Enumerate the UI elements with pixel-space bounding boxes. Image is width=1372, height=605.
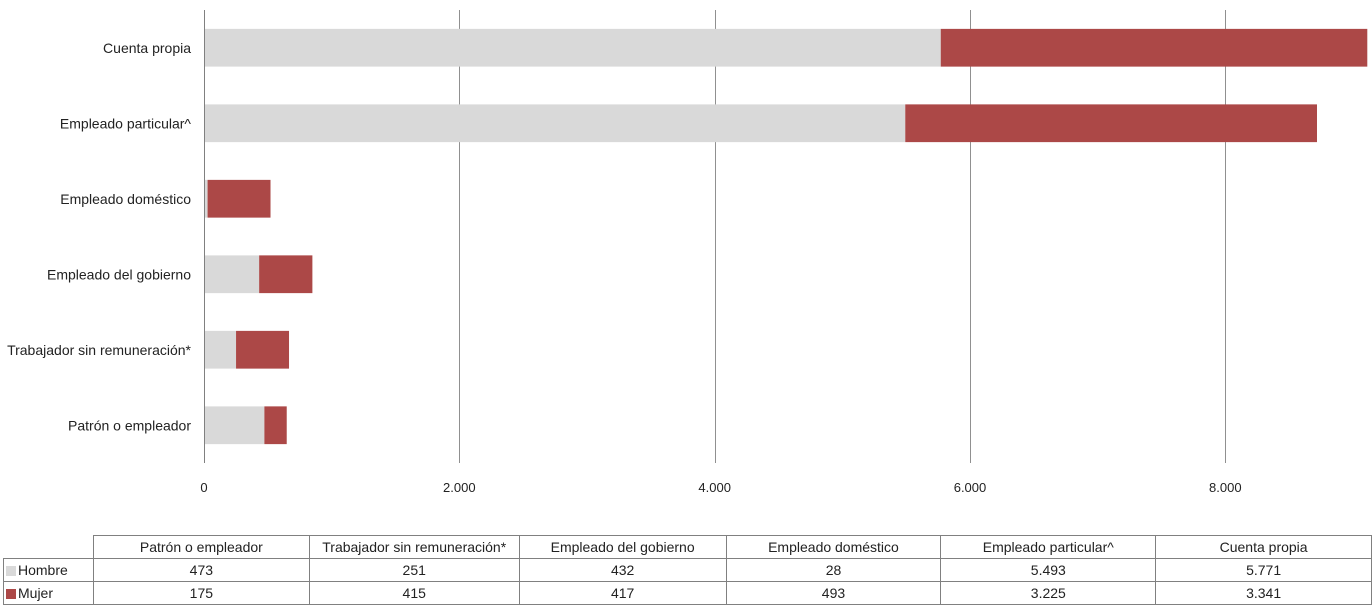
- data-table-row-mujer: Mujer 175 415 417 493 3.225 3.341: [3, 581, 1372, 605]
- data-table-cell: 28: [725, 558, 942, 582]
- bar-hombre: [204, 406, 265, 445]
- data-table-header: Trabajador sin remuneración*: [308, 535, 520, 559]
- y-category-label: Empleado particular^: [60, 115, 192, 131]
- y-category-label: Empleado doméstico: [60, 191, 191, 207]
- value-axis-labels: 0 2.000 4.000 6.000 8.000: [200, 480, 1241, 495]
- y-category-label: Empleado del gobierno: [47, 266, 191, 282]
- x-tick-label: 8.000: [1209, 480, 1242, 495]
- legend-label-hombre: Hombre: [18, 562, 68, 578]
- data-table-header: Patrón o empleador: [92, 535, 310, 559]
- bar-hombre: [204, 179, 208, 218]
- bar-mujer: [207, 179, 271, 218]
- data-table-cell: 493: [725, 581, 942, 605]
- bar-mujer: [264, 406, 287, 445]
- data-table-cell: 251: [308, 558, 520, 582]
- bar-hombre: [204, 104, 906, 143]
- bars: [204, 28, 1368, 445]
- data-table-cell: 432: [518, 558, 727, 582]
- legend-swatch-mujer: [6, 589, 16, 599]
- data-table-cell: 3.341: [1155, 581, 1372, 605]
- data-table-cell: 3.225: [940, 581, 1157, 605]
- data-table-header: Empleado doméstico: [725, 535, 942, 559]
- legend-entry-mujer: Mujer: [3, 581, 94, 605]
- x-tick-label: 6.000: [954, 480, 987, 495]
- data-table-cell: 5.771: [1155, 558, 1372, 582]
- data-table-cell: 417: [518, 581, 727, 605]
- data-table-header-row: Patrón o empleador Trabajador sin remune…: [4, 535, 1372, 559]
- bar-mujer: [905, 104, 1317, 143]
- bar-mujer: [259, 255, 313, 294]
- legend-label-mujer: Mujer: [18, 585, 54, 601]
- legend-swatch-hombre: [6, 566, 16, 576]
- data-table-cell: 175: [92, 581, 310, 605]
- y-category-label: Patrón o empleador: [68, 417, 191, 433]
- data-table-row-hombre: Hombre 473 251 432 28 5.493 5.771: [3, 558, 1372, 582]
- category-axis-labels: Patrón o empleador Trabajador sin remuner…: [7, 40, 191, 434]
- data-table: Patrón o empleador Trabajador sin remune…: [3, 535, 1372, 605]
- y-category-label: Trabajador sin remuneración*: [7, 342, 191, 358]
- gridlines: [459, 10, 1226, 463]
- data-table-header: Empleado del gobierno: [518, 535, 727, 559]
- data-table-corner: [4, 536, 94, 559]
- bar-hombre: [204, 28, 941, 67]
- data-table-cell: 415: [308, 581, 520, 605]
- data-table-cell: 473: [92, 558, 310, 582]
- bar-hombre: [204, 330, 237, 369]
- legend-entry-hombre: Hombre: [3, 558, 94, 582]
- data-table-header: Empleado particular^: [940, 535, 1157, 559]
- stacked-bar-chart: Patrón o empleador Trabajador sin remuner…: [7, 10, 1368, 495]
- bar-mujer: [940, 28, 1368, 67]
- x-tick-label: 4.000: [698, 480, 731, 495]
- x-tick-label: 2.000: [443, 480, 476, 495]
- bar-hombre: [204, 255, 260, 294]
- y-category-label: Cuenta propia: [103, 40, 191, 56]
- bar-mujer: [236, 330, 290, 369]
- x-tick-label: 0: [200, 480, 207, 495]
- data-table-header: Cuenta propia: [1155, 535, 1372, 559]
- data-table-cell: 5.493: [940, 558, 1157, 582]
